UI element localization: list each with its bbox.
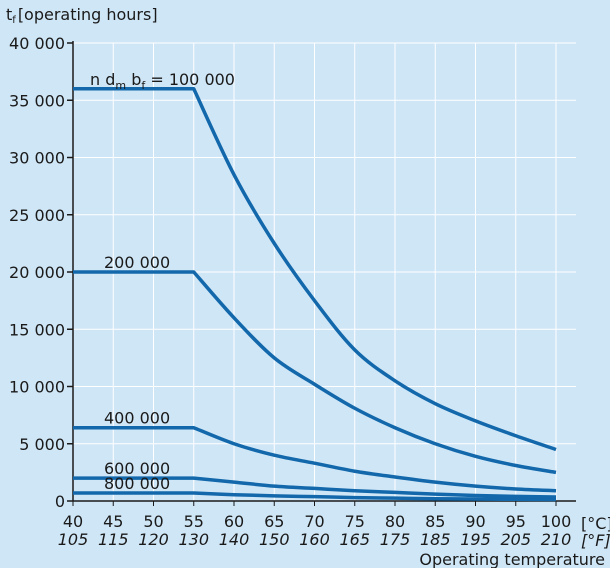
series-line-3 bbox=[73, 476, 557, 499]
series-label-0: n dm bf = 100 000 bbox=[90, 70, 235, 92]
x-tick-label-celsius: 40 bbox=[63, 512, 83, 531]
axes bbox=[67, 41, 576, 506]
series-label-4: 800 000 bbox=[104, 474, 170, 493]
x-tick-label-fahrenheit: 140 bbox=[219, 530, 250, 549]
x-tick-label-fahrenheit: 120 bbox=[138, 530, 169, 549]
series-line-1 bbox=[73, 270, 557, 475]
x-tick-label-fahrenheit: 195 bbox=[460, 530, 491, 549]
x-axis-label: Operating temperature bbox=[419, 550, 605, 568]
x-tick-label-celsius: 55 bbox=[184, 512, 204, 531]
x-tick-label-celsius: 100 bbox=[541, 512, 572, 531]
y-tick-label: 5 000 bbox=[19, 435, 65, 454]
y-tick-label: 35 000 bbox=[9, 91, 65, 110]
series-labels: n dm bf = 100 000 200 000 400 000 600 00080… bbox=[90, 70, 235, 493]
x-tick-label-celsius: 60 bbox=[224, 512, 244, 531]
y-tick-label: 20 000 bbox=[9, 263, 65, 282]
series-line-4 bbox=[73, 491, 557, 502]
series-label-3: 600 000 bbox=[104, 459, 170, 478]
x-tick-label-fahrenheit: 165 bbox=[339, 530, 370, 549]
x-tick-label-fahrenheit: 185 bbox=[420, 530, 451, 549]
series-line-0 bbox=[73, 87, 557, 452]
series-lines bbox=[73, 87, 557, 502]
x-tick-label-fahrenheit: 105 bbox=[58, 530, 89, 549]
x-tick-label-celsius: 50 bbox=[143, 512, 163, 531]
x-tick-label-fahrenheit: 115 bbox=[98, 530, 129, 549]
x-tick-label-celsius: 65 bbox=[264, 512, 284, 531]
y-tick-label: 10 000 bbox=[9, 378, 65, 397]
x-tick-label-celsius: 85 bbox=[425, 512, 445, 531]
x-tick-label-celsius: 70 bbox=[304, 512, 324, 531]
y-axis-label: tf [operating hours] bbox=[6, 5, 158, 26]
x-tick-label-fahrenheit: 130 bbox=[178, 530, 209, 549]
x-tick-label-fahrenheit: 150 bbox=[259, 530, 290, 549]
x-unit-celsius: [°C] bbox=[581, 514, 610, 533]
series-line-2 bbox=[73, 425, 557, 493]
x-tick-label-celsius: 90 bbox=[465, 512, 485, 531]
x-tick-label-fahrenheit: 175 bbox=[380, 530, 411, 549]
y-tick-label: 30 000 bbox=[9, 149, 65, 168]
y-tick-label: 25 000 bbox=[9, 206, 65, 225]
x-tick-label-fahrenheit: 205 bbox=[500, 530, 531, 549]
series-label-2: 400 000 bbox=[104, 409, 170, 428]
x-tick-label-celsius: 80 bbox=[385, 512, 405, 531]
y-tick-label: 0 bbox=[55, 492, 65, 511]
y-tick-label: 15 000 bbox=[9, 320, 65, 339]
x-tick-label-fahrenheit: 210 bbox=[541, 530, 572, 549]
x-tick-label-celsius: 75 bbox=[345, 512, 365, 531]
x-unit-fahrenheit: [°F] bbox=[581, 531, 610, 550]
y-tick-label: 40 000 bbox=[9, 34, 65, 53]
series-label-1: 200 000 bbox=[104, 253, 170, 272]
x-tick-label-celsius: 45 bbox=[103, 512, 123, 531]
x-tick-label-fahrenheit: 160 bbox=[299, 530, 330, 549]
x-tick-label-celsius: 95 bbox=[506, 512, 526, 531]
grid bbox=[73, 42, 576, 501]
